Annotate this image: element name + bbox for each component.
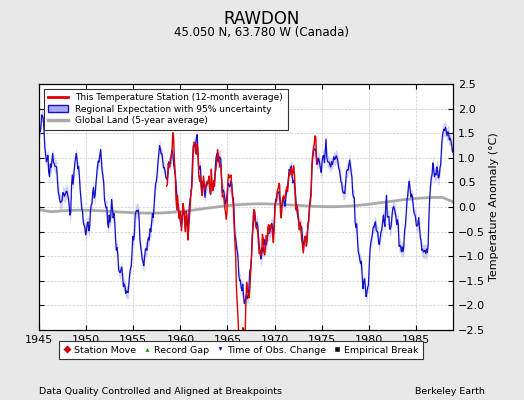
Text: RAWDON: RAWDON [224,10,300,28]
Legend: This Temperature Station (12-month average), Regional Expectation with 95% uncer: This Temperature Station (12-month avera… [44,88,288,130]
Text: Data Quality Controlled and Aligned at Breakpoints: Data Quality Controlled and Aligned at B… [39,387,282,396]
Y-axis label: Temperature Anomaly (°C): Temperature Anomaly (°C) [489,133,499,281]
Text: Berkeley Earth: Berkeley Earth [415,387,485,396]
Text: 45.050 N, 63.780 W (Canada): 45.050 N, 63.780 W (Canada) [174,26,350,39]
Legend: Station Move, Record Gap, Time of Obs. Change, Empirical Break: Station Move, Record Gap, Time of Obs. C… [59,341,423,359]
